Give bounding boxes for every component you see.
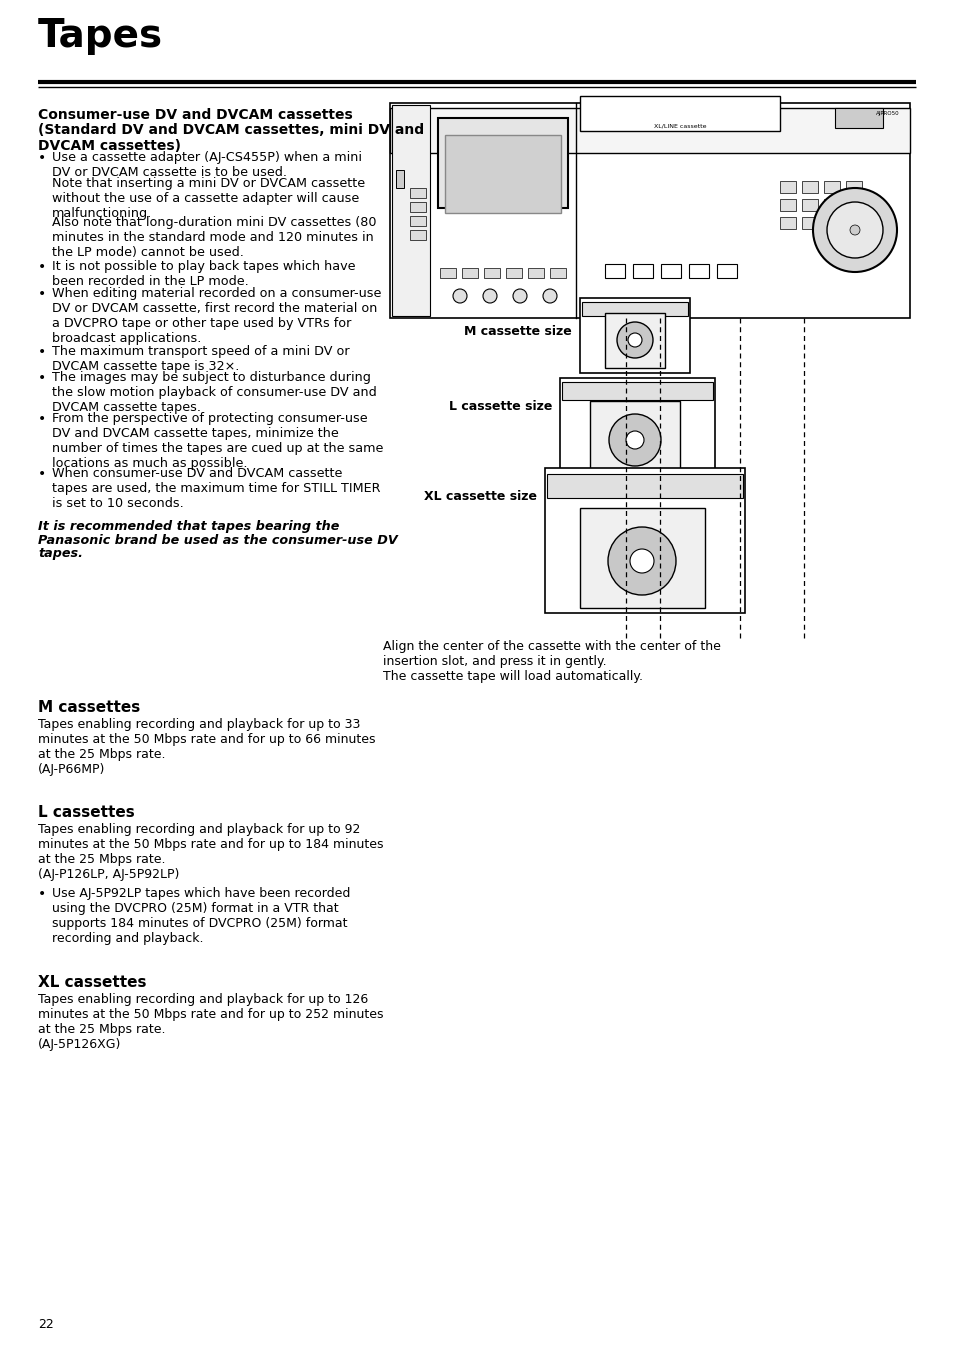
Text: The images may be subject to disturbance during
the slow motion playback of cons: The images may be subject to disturbance…: [52, 372, 376, 413]
Text: Also note that long-duration mini DV cassettes (80
minutes in the standard mode : Also note that long-duration mini DV cas…: [52, 216, 376, 259]
Bar: [410, 216, 426, 226]
Text: Tapes enabling recording and playback for up to 126
minutes at the 50 Mbps rate : Tapes enabling recording and playback fo…: [38, 993, 383, 1051]
Text: From the perspective of protecting consumer-use
DV and DVCAM cassette tapes, min: From the perspective of protecting consu…: [52, 412, 383, 470]
Text: Panasonic brand be used as the consumer-use DV: Panasonic brand be used as the consumer-…: [38, 534, 397, 547]
Bar: [845, 199, 862, 211]
Text: •: •: [38, 412, 46, 426]
Text: L cassette size: L cassette size: [448, 400, 552, 413]
Bar: [688, 263, 708, 278]
Text: Note that inserting a mini DV or DVCAM cassette
without the use of a cassette ad: Note that inserting a mini DV or DVCAM c…: [52, 177, 365, 220]
Bar: [550, 267, 565, 278]
Circle shape: [617, 322, 652, 358]
Text: •: •: [38, 345, 46, 359]
Bar: [780, 181, 795, 193]
Circle shape: [482, 289, 497, 303]
Text: Align the center of the cassette with the center of the
insertion slot, and pres: Align the center of the cassette with th…: [382, 640, 720, 684]
Text: •: •: [38, 259, 46, 274]
Text: (Standard DV and DVCAM cassettes, mini DV and
DVCAM cassettes): (Standard DV and DVCAM cassettes, mini D…: [38, 123, 424, 153]
Text: XL cassette size: XL cassette size: [423, 490, 537, 503]
Circle shape: [629, 549, 654, 573]
Text: •: •: [38, 372, 46, 385]
Circle shape: [542, 289, 557, 303]
Circle shape: [513, 289, 526, 303]
Bar: [581, 303, 687, 316]
Text: AJPRO50: AJPRO50: [876, 111, 899, 116]
Bar: [660, 263, 680, 278]
Bar: [845, 181, 862, 193]
Bar: [527, 267, 543, 278]
Text: XL cassettes: XL cassettes: [38, 975, 147, 990]
Bar: [546, 474, 742, 499]
Circle shape: [627, 332, 641, 347]
Bar: [717, 263, 737, 278]
Circle shape: [608, 413, 660, 466]
Bar: [561, 382, 712, 400]
Bar: [461, 267, 477, 278]
Bar: [395, 170, 403, 188]
Text: M cassette size: M cassette size: [464, 326, 572, 338]
Bar: [544, 467, 744, 613]
Bar: [390, 108, 909, 153]
Bar: [801, 181, 817, 193]
Text: 22: 22: [38, 1319, 53, 1331]
Circle shape: [625, 431, 643, 449]
Text: Use AJ-5P92LP tapes which have been recorded
using the DVCPRO (25M) format in a : Use AJ-5P92LP tapes which have been reco…: [52, 888, 350, 944]
Bar: [559, 378, 714, 478]
Text: M cassettes: M cassettes: [38, 700, 140, 715]
Bar: [439, 267, 456, 278]
Bar: [579, 299, 689, 373]
Text: L cassettes: L cassettes: [38, 805, 134, 820]
Circle shape: [607, 527, 676, 594]
Text: The maximum transport speed of a mini DV or
DVCAM cassette tape is 32×.: The maximum transport speed of a mini DV…: [52, 345, 349, 373]
Circle shape: [849, 226, 859, 235]
Bar: [444, 135, 560, 213]
Text: tapes.: tapes.: [38, 547, 83, 561]
Bar: [780, 199, 795, 211]
Text: Use a cassette adapter (AJ-CS455P) when a mini
DV or DVCAM cassette is to be use: Use a cassette adapter (AJ-CS455P) when …: [52, 151, 361, 178]
Bar: [780, 218, 795, 230]
Bar: [410, 203, 426, 212]
Text: Tapes: Tapes: [38, 18, 163, 55]
Text: Tapes enabling recording and playback for up to 33
minutes at the 50 Mbps rate a: Tapes enabling recording and playback fo…: [38, 717, 375, 775]
Text: •: •: [38, 151, 46, 165]
Bar: [604, 263, 624, 278]
Circle shape: [826, 203, 882, 258]
Bar: [823, 199, 840, 211]
Bar: [633, 263, 652, 278]
Bar: [410, 230, 426, 240]
Bar: [801, 218, 817, 230]
Text: It is recommended that tapes bearing the: It is recommended that tapes bearing the: [38, 520, 339, 534]
Bar: [392, 105, 430, 316]
Text: •: •: [38, 888, 46, 901]
Bar: [823, 181, 840, 193]
Circle shape: [812, 188, 896, 272]
Bar: [845, 218, 862, 230]
Bar: [801, 199, 817, 211]
Bar: [483, 267, 499, 278]
Text: XL/LINE cassette: XL/LINE cassette: [653, 123, 705, 128]
Text: •: •: [38, 467, 46, 481]
Circle shape: [453, 289, 467, 303]
Text: Consumer-use DV and DVCAM cassettes: Consumer-use DV and DVCAM cassettes: [38, 108, 353, 122]
Bar: [579, 96, 780, 131]
Bar: [505, 267, 521, 278]
Text: When editing material recorded on a consumer-use
DV or DVCAM cassette, first rec: When editing material recorded on a cons…: [52, 286, 381, 345]
Bar: [834, 108, 882, 128]
Text: •: •: [38, 286, 46, 301]
Bar: [579, 508, 704, 608]
Text: When consumer-use DV and DVCAM cassette
tapes are used, the maximum time for STI: When consumer-use DV and DVCAM cassette …: [52, 467, 380, 509]
Bar: [823, 218, 840, 230]
Text: It is not possible to play back tapes which have
been recorded in the LP mode.: It is not possible to play back tapes wh…: [52, 259, 355, 288]
Bar: [604, 313, 664, 367]
Bar: [437, 118, 567, 208]
Bar: [390, 103, 909, 317]
Text: Tapes enabling recording and playback for up to 92
minutes at the 50 Mbps rate a: Tapes enabling recording and playback fo…: [38, 823, 383, 881]
Bar: [410, 188, 426, 199]
Bar: [589, 401, 679, 473]
